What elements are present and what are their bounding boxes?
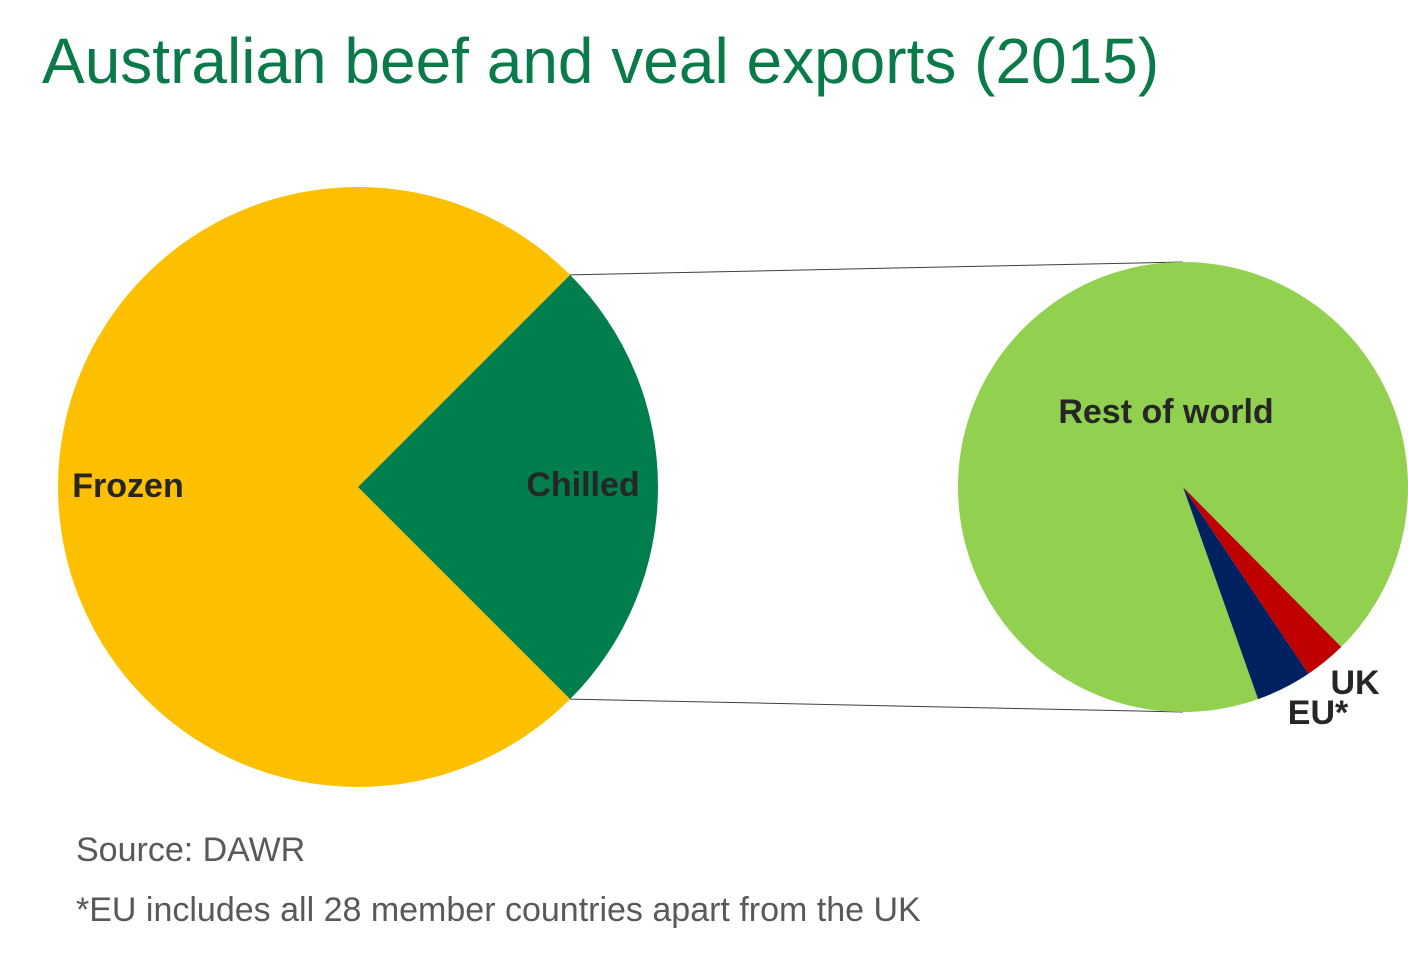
- slice-label: UK: [1330, 664, 1380, 702]
- slice-label: Frozen: [72, 467, 183, 505]
- pie-slice: [57, 187, 571, 787]
- pie-slice: [358, 274, 658, 700]
- footnote: *EU includes all 28 member countries apa…: [76, 891, 921, 929]
- slice-label: EU*: [1288, 694, 1349, 732]
- pie-slice: [1183, 487, 1309, 700]
- source-note: Source: DAWR: [76, 831, 305, 869]
- pie-slice: [958, 262, 1408, 713]
- connector-line: [570, 698, 1184, 713]
- chart-title: Australian beef and veal exports (2015): [42, 25, 1159, 97]
- connector-line: [570, 261, 1184, 276]
- slice-label: Chilled: [526, 466, 639, 504]
- pie-slice: [1183, 487, 1342, 674]
- slice-label: Rest of world: [1058, 393, 1273, 431]
